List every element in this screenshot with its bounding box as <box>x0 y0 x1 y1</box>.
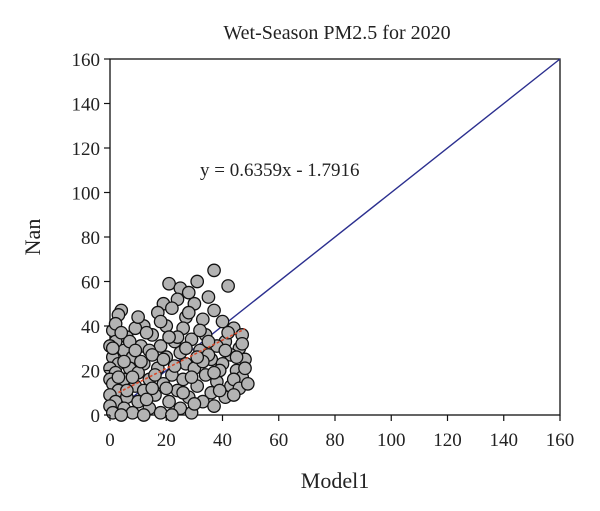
data-point <box>165 408 179 422</box>
x-axis-label: Model1 <box>301 468 369 493</box>
data-point <box>145 381 160 396</box>
y-tick-label: 100 <box>72 184 101 205</box>
data-point <box>215 314 230 329</box>
data-point <box>193 323 207 338</box>
data-point <box>139 392 154 407</box>
data-point <box>114 408 129 422</box>
y-tick-label: 40 <box>81 317 100 338</box>
data-point <box>235 336 250 351</box>
data-point <box>156 352 171 367</box>
data-point <box>111 370 126 385</box>
chart-title: Wet-Season PM2.5 for 2020 <box>223 22 450 44</box>
y-tick-label: 140 <box>72 95 101 116</box>
data-point <box>162 276 176 291</box>
fit-line <box>118 328 246 394</box>
data-point <box>117 354 131 369</box>
y-tick-label: 160 <box>72 50 101 71</box>
data-point <box>184 370 199 385</box>
y-tick-label: 20 <box>81 362 100 383</box>
x-tick-label: 140 <box>490 430 519 451</box>
data-point <box>139 325 154 340</box>
data-point <box>240 376 255 391</box>
x-tick-label: 80 <box>326 430 345 451</box>
y-ticks: 0 20 40 60 80 100 120 140 160 <box>72 50 110 427</box>
data-point <box>159 381 174 396</box>
x-tick-label: 20 <box>157 430 176 451</box>
data-point <box>181 285 196 300</box>
data-point <box>120 383 134 398</box>
data-point <box>128 343 143 358</box>
data-point <box>221 279 235 293</box>
data-point <box>165 301 179 316</box>
data-point <box>212 383 227 398</box>
data-point <box>187 397 202 411</box>
data-point <box>153 405 168 420</box>
data-point <box>190 274 205 289</box>
y-axis-label: Nan <box>20 219 45 256</box>
x-tick-label: 0 <box>105 430 115 451</box>
x-ticks: 0 20 40 60 80 100 120 140 160 <box>105 415 574 451</box>
data-point <box>162 394 176 409</box>
x-tick-label: 40 <box>213 430 232 451</box>
data-point <box>226 388 241 402</box>
y-tick-label: 120 <box>72 139 101 160</box>
data-point <box>136 408 151 422</box>
data-point <box>195 312 210 327</box>
data-point <box>229 350 244 364</box>
data-point <box>207 303 221 318</box>
data-point <box>145 348 160 362</box>
data-point <box>134 354 148 369</box>
data-point <box>207 263 221 278</box>
x-tick-label: 60 <box>269 430 288 451</box>
data-point <box>238 361 252 376</box>
points-layer <box>103 263 255 422</box>
data-point <box>153 314 168 329</box>
data-point <box>176 385 190 400</box>
data-point <box>114 325 129 340</box>
data-point <box>201 290 216 304</box>
data-point <box>131 310 145 324</box>
data-point <box>125 370 140 385</box>
y-tick-label: 0 <box>91 406 101 427</box>
data-point <box>218 343 233 358</box>
y-tick-label: 60 <box>81 273 100 294</box>
x-tick-label: 160 <box>546 430 575 451</box>
data-point <box>162 330 176 344</box>
data-point <box>181 305 196 320</box>
x-tick-label: 120 <box>433 430 462 451</box>
y-tick-label: 80 <box>81 228 100 249</box>
x-tick-label: 100 <box>377 430 406 451</box>
data-point <box>105 341 120 356</box>
data-point <box>207 399 221 413</box>
data-point <box>190 350 205 364</box>
regression-equation: y = 0.6359x - 1.7916 <box>200 160 360 181</box>
data-point <box>207 365 221 380</box>
data-point <box>125 405 140 420</box>
data-point <box>179 341 193 356</box>
